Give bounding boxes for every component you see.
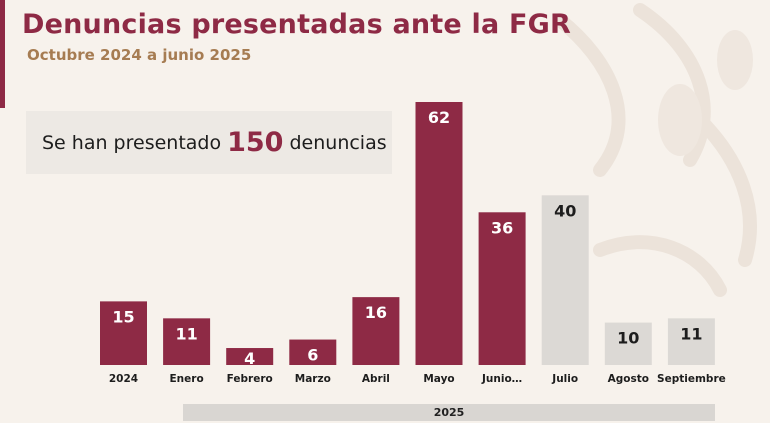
x-tick-label: Marzo: [295, 373, 331, 385]
bar-mayo: [415, 102, 463, 365]
year-band: 2025: [183, 404, 715, 421]
summary-count: 150: [227, 127, 284, 158]
data-label: 11: [175, 324, 197, 343]
data-label: 4: [244, 349, 255, 368]
bar-agosto: [604, 322, 652, 365]
data-label: 62: [428, 108, 450, 127]
x-tick-label: Mayo: [423, 373, 454, 385]
data-label: 11: [680, 324, 702, 343]
accent-bar: [0, 0, 5, 108]
bar-junio…: [478, 212, 526, 365]
x-tick-label: Abril: [362, 373, 390, 385]
data-label: 16: [365, 303, 387, 322]
bar-abril: [352, 297, 400, 365]
summary-box: Se han presentado 150 denuncias: [26, 111, 392, 174]
data-label: 10: [617, 329, 639, 348]
x-tick-label: Julio: [551, 373, 578, 385]
bar-julio: [541, 195, 589, 365]
x-tick-label: Enero: [170, 373, 204, 385]
page-title: Denuncias presentadas ante la FGR: [22, 9, 571, 40]
summary-prefix: Se han presentado: [42, 131, 222, 154]
bar-2024: [100, 301, 147, 365]
bar-enero: [163, 318, 211, 365]
x-tick-label: Febrero: [227, 373, 273, 385]
summary-suffix: denuncias: [289, 131, 387, 154]
bar-septiembre: [667, 318, 715, 365]
data-label: 15: [112, 307, 134, 326]
x-tick-label: 2024: [109, 373, 138, 385]
x-tick-label: Septiembre: [657, 373, 726, 385]
page-subtitle: Octubre 2024 a junio 2025: [27, 46, 252, 64]
data-label: 40: [554, 201, 576, 220]
x-tick-label: Junio…: [481, 373, 522, 385]
x-tick-label: Agosto: [608, 373, 649, 385]
bar-marzo: [289, 339, 337, 365]
bar-febrero: [226, 348, 274, 365]
data-label: 36: [491, 218, 513, 237]
data-label: 6: [307, 346, 318, 365]
